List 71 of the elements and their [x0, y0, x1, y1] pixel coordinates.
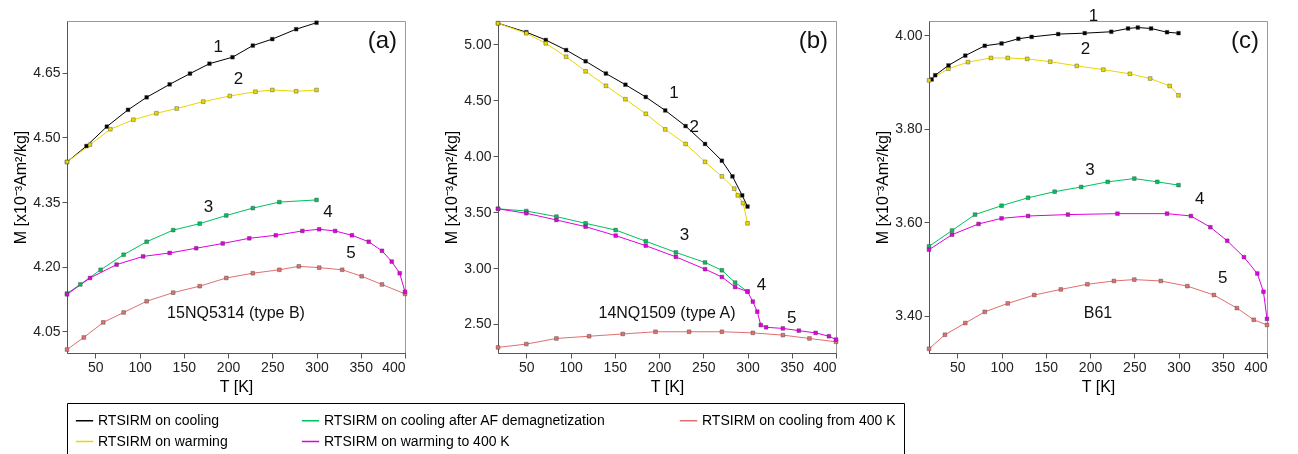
- annotation: 4: [1194, 188, 1205, 208]
- x-tick-label: 150: [1034, 358, 1059, 375]
- x-tick-label: 150: [603, 358, 628, 375]
- x-axis-title: T [K]: [219, 377, 254, 395]
- annotation: 5: [346, 242, 356, 262]
- x-tick-label: 50: [88, 358, 104, 375]
- y-tick-label: 3.50: [464, 203, 492, 220]
- annotation: 1: [213, 36, 223, 56]
- annotation: 14NQ1509 (type A): [598, 304, 736, 322]
- legend-label: RTSIRM on cooling after AF demagnetization: [324, 411, 605, 428]
- annotation: 5: [1217, 268, 1228, 288]
- y-tick-label: 4.50: [464, 91, 492, 108]
- y-tick-label: 2.50: [464, 315, 492, 332]
- y-tick-label: 4.65: [33, 64, 61, 81]
- annotation: B61: [1083, 304, 1113, 322]
- x-axis-title: T [K]: [650, 377, 685, 395]
- annotation: 5: [786, 308, 797, 328]
- annotation: (b): [798, 26, 828, 53]
- x-axis-title: T [K]: [1081, 377, 1116, 395]
- x-tick-label: 200: [647, 358, 672, 375]
- annotation: 2: [689, 116, 700, 136]
- x-tick-label: 400: [382, 358, 406, 375]
- x-tick-label: 100: [559, 358, 583, 375]
- y-tick-label: 5.00: [464, 35, 492, 52]
- y-tick-label: 4.50: [33, 128, 61, 145]
- annotation: 2: [233, 69, 244, 89]
- x-tick-label: 100: [990, 358, 1014, 375]
- y-axis-title: M [x10⁻³Am²/kg]: [12, 130, 30, 245]
- annotation: 4: [756, 274, 767, 294]
- y-axis-title: M [x10⁻³Am²/kg]: [443, 130, 461, 245]
- y-axis-title: M [x10⁻³Am²/kg]: [874, 130, 892, 245]
- annotation: 1: [669, 83, 679, 103]
- legend-label: RTSIRM on warming to 400 K: [324, 432, 511, 449]
- y-tick-label: 3.40: [895, 307, 923, 324]
- y-tick-label: 3.00: [464, 259, 492, 276]
- x-tick-label: 100: [128, 358, 152, 375]
- legend-label: RTSIRM on cooling from 400 K: [702, 411, 897, 428]
- y-tick-label: 4.35: [33, 193, 61, 210]
- y-tick-label: 4.00: [464, 147, 492, 164]
- annotation: 4: [323, 202, 333, 222]
- x-tick-label: 350: [780, 358, 805, 375]
- y-tick-label: 4.05: [33, 322, 61, 339]
- x-tick-label: 50: [519, 358, 535, 375]
- x-tick-label: 300: [1167, 358, 1191, 375]
- y-tick-label: 3.60: [895, 213, 923, 230]
- legend-label: RTSIRM on warming: [98, 432, 228, 449]
- x-tick-label: 350: [1211, 358, 1236, 375]
- x-tick-label: 250: [692, 358, 716, 375]
- y-tick-label: 4.00: [895, 26, 923, 43]
- x-tick-label: 400: [1244, 358, 1268, 375]
- x-tick-label: 300: [736, 358, 760, 375]
- x-tick-label: 250: [261, 358, 285, 375]
- x-tick-label: 300: [305, 358, 329, 375]
- x-tick-label: 200: [216, 358, 241, 375]
- y-tick-label: 4.20: [33, 258, 61, 275]
- annotation: (a): [367, 26, 397, 53]
- x-tick-label: 250: [1123, 358, 1147, 375]
- annotation: 1: [1088, 6, 1099, 26]
- annotation: 15NQ5314 (type B): [167, 304, 305, 322]
- annotation: 2: [1080, 38, 1091, 58]
- x-tick-label: 350: [349, 358, 374, 375]
- x-tick-label: 400: [813, 358, 837, 375]
- annotation: 3: [679, 225, 690, 245]
- legend-label: RTSIRM on cooling: [98, 411, 220, 428]
- x-tick-label: 150: [172, 358, 197, 375]
- y-tick-label: 3.80: [895, 120, 923, 137]
- annotation: 3: [1085, 160, 1095, 179]
- annotation: 3: [203, 196, 214, 216]
- x-tick-label: 200: [1078, 358, 1103, 375]
- x-tick-label: 50: [950, 358, 966, 375]
- annotation: (c): [1231, 26, 1259, 53]
